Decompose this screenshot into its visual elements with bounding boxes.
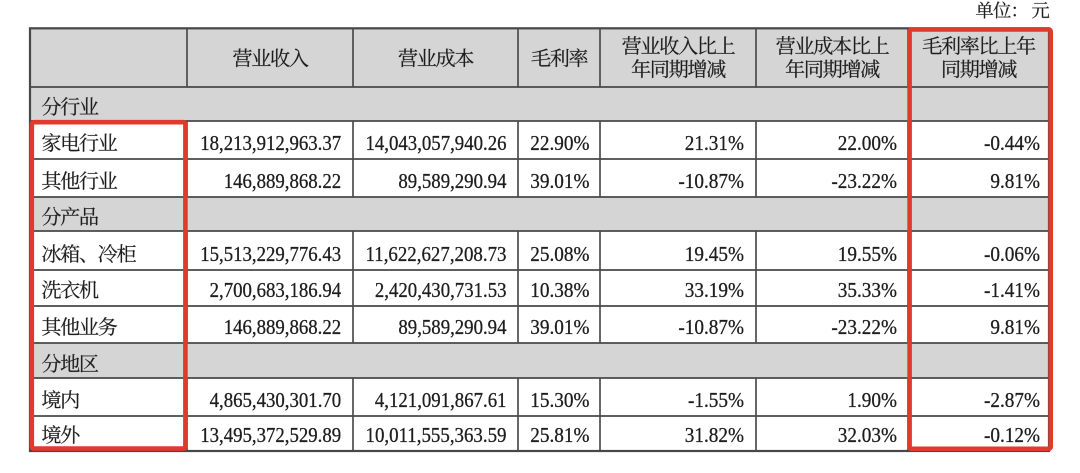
svg-text:146,889,868.22: 146,889,868.22 [224,169,342,193]
svg-text:35.33%: 35.33% [838,278,897,302]
svg-text:18,213,912,963.37: 18,213,912,963.37 [200,131,341,155]
svg-text:25.81%: 25.81% [530,423,589,447]
svg-text:89,589,290.94: 89,589,290.94 [398,315,506,339]
svg-text:31.82%: 31.82% [685,423,744,447]
svg-text:25.08%: 25.08% [530,242,589,266]
svg-text:11,622,627,208.73: 11,622,627,208.73 [366,242,507,266]
svg-text:-2.87%: -2.87% [984,388,1040,412]
svg-text:-0.06%: -0.06% [984,242,1040,266]
svg-text:15.30%: 15.30% [530,388,589,412]
svg-text:33.19%: 33.19% [685,278,744,302]
svg-text:9.81%: 9.81% [990,169,1040,193]
svg-text:2,700,683,186.94: 2,700,683,186.94 [210,278,342,302]
svg-text:19.55%: 19.55% [838,242,897,266]
svg-text:146,889,868.22: 146,889,868.22 [224,315,342,339]
svg-text:22.90%: 22.90% [530,131,589,155]
svg-text:39.01%: 39.01% [530,315,589,339]
svg-text:-10.87%: -10.87% [678,315,744,339]
svg-text:14,043,057,940.26: 14,043,057,940.26 [366,131,507,155]
svg-text:22.00%: 22.00% [838,131,897,155]
svg-text:15,513,229,776.43: 15,513,229,776.43 [200,242,341,266]
svg-text:-1.41%: -1.41% [984,278,1040,302]
svg-text:-1.55%: -1.55% [688,388,744,412]
svg-text:13,495,372,529.89: 13,495,372,529.89 [200,423,341,447]
svg-text:10,011,555,363.59: 10,011,555,363.59 [366,423,507,447]
svg-text:4,865,430,301.70: 4,865,430,301.70 [210,388,342,412]
svg-text:-23.22%: -23.22% [831,169,897,193]
svg-text:-0.44%: -0.44% [984,131,1040,155]
svg-text:19.45%: 19.45% [685,242,744,266]
svg-text:39.01%: 39.01% [530,169,589,193]
svg-text:9.81%: 9.81% [990,315,1040,339]
svg-text:-0.12%: -0.12% [984,423,1040,447]
svg-text:-23.22%: -23.22% [831,315,897,339]
svg-text:21.31%: 21.31% [685,131,744,155]
svg-text:89,589,290.94: 89,589,290.94 [398,169,506,193]
svg-text:32.03%: 32.03% [838,423,897,447]
svg-text:10.38%: 10.38% [530,278,589,302]
svg-text:1.90%: 1.90% [847,388,897,412]
svg-text:2,420,430,731.53: 2,420,430,731.53 [375,278,507,302]
svg-text:-10.87%: -10.87% [678,169,744,193]
svg-text:4,121,091,867.61: 4,121,091,867.61 [375,388,507,412]
